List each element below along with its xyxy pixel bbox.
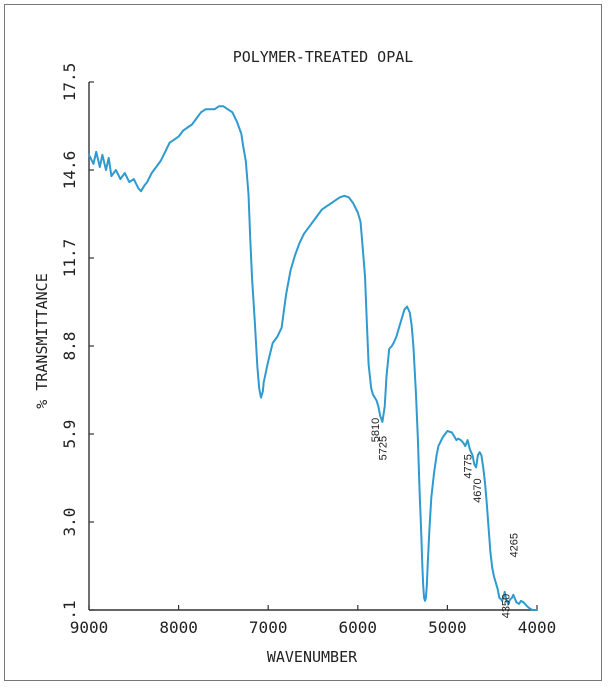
- x-tick-label: 5000: [428, 618, 467, 637]
- x-axis-label: WAVENUMBER: [267, 648, 358, 666]
- y-tick-label: 3.0: [60, 508, 79, 537]
- y-axis-label: % TRANSMITTANCE: [33, 273, 51, 408]
- y-tick-label: 11.7: [60, 239, 79, 278]
- figure-frame: POLYMER-TREATED OPAL 9000 8000 7000 6000 500…: [4, 4, 602, 681]
- peak-label: 5810: [370, 418, 382, 442]
- chart-title: POLYMER-TREATED OPAL: [233, 48, 414, 66]
- y-tick-label: 17.5: [60, 63, 79, 102]
- x-tick-label: 9000: [70, 618, 109, 637]
- series-line: [88, 105, 538, 611]
- spectrum-chart: POLYMER-TREATED OPAL 9000 8000 7000 6000 500…: [33, 48, 557, 666]
- x-tick-label: 4000: [518, 618, 557, 637]
- x-tick-label: 7000: [249, 618, 288, 637]
- y-tick-label: 5.9: [60, 420, 79, 449]
- peak-label: 4670: [472, 478, 484, 502]
- peak-label: 4265: [508, 533, 520, 557]
- peak-label: 4350: [501, 594, 513, 618]
- plot-axes: [88, 82, 537, 611]
- y-axis-ticks: .1 3.0 5.9 8.8 11.7 14.6 17.5: [60, 63, 94, 620]
- y-tick-label: 14.6: [60, 151, 79, 190]
- peak-label: 4775: [463, 454, 475, 478]
- x-axis-ticks: 9000 8000 7000 6000 5000 4000: [70, 605, 557, 637]
- peak-label: 5725: [377, 436, 389, 460]
- x-tick-label: 6000: [339, 618, 378, 637]
- y-tick-label: .1: [60, 600, 79, 619]
- x-tick-label: 8000: [159, 618, 198, 637]
- y-tick-label: 8.8: [60, 332, 79, 361]
